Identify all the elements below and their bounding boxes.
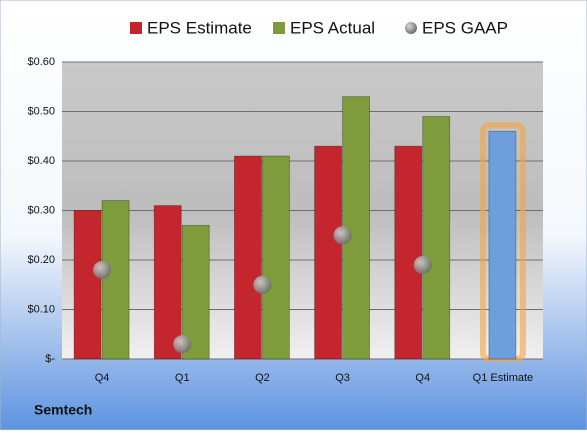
x-tick-label: Q4 xyxy=(95,372,110,384)
gaap-marker xyxy=(413,255,432,274)
caption: Semtech xyxy=(34,402,92,418)
x-tick-label: Q1 xyxy=(175,372,190,384)
gaap-marker xyxy=(93,260,112,279)
bar xyxy=(234,155,262,360)
bar xyxy=(101,200,130,360)
y-tick-label: $0.60 xyxy=(27,56,55,68)
x-tick-label: Q4 xyxy=(415,372,430,384)
bar xyxy=(262,155,290,360)
bar xyxy=(394,145,423,360)
legend-label: EPS Actual xyxy=(290,18,375,37)
bar xyxy=(73,210,102,360)
gaap-marker xyxy=(173,335,192,354)
y-tick-label: $0.50 xyxy=(27,105,55,117)
y-tick-label: $0.20 xyxy=(27,254,55,266)
gaap-marker xyxy=(253,275,272,294)
legend-label: EPS Estimate xyxy=(147,18,252,37)
legend-marker xyxy=(405,22,417,34)
bar xyxy=(314,145,342,360)
gaap-marker xyxy=(333,226,352,245)
bar xyxy=(422,116,451,360)
legend-marker xyxy=(130,22,142,34)
bar xyxy=(181,224,210,360)
y-tick-label: $0.10 xyxy=(27,303,55,315)
bar xyxy=(488,130,517,360)
bar xyxy=(153,205,182,360)
y-tick-label: $- xyxy=(45,353,55,365)
legend-marker xyxy=(273,22,285,34)
y-tick-label: $0.30 xyxy=(27,204,55,216)
legend-label: EPS GAAP xyxy=(422,18,508,37)
x-tick-label: Q2 xyxy=(255,372,270,384)
x-tick-label: Q3 xyxy=(335,372,350,384)
x-tick-label: Q1 Estimate xyxy=(473,372,534,384)
y-tick-label: $0.40 xyxy=(27,155,55,167)
